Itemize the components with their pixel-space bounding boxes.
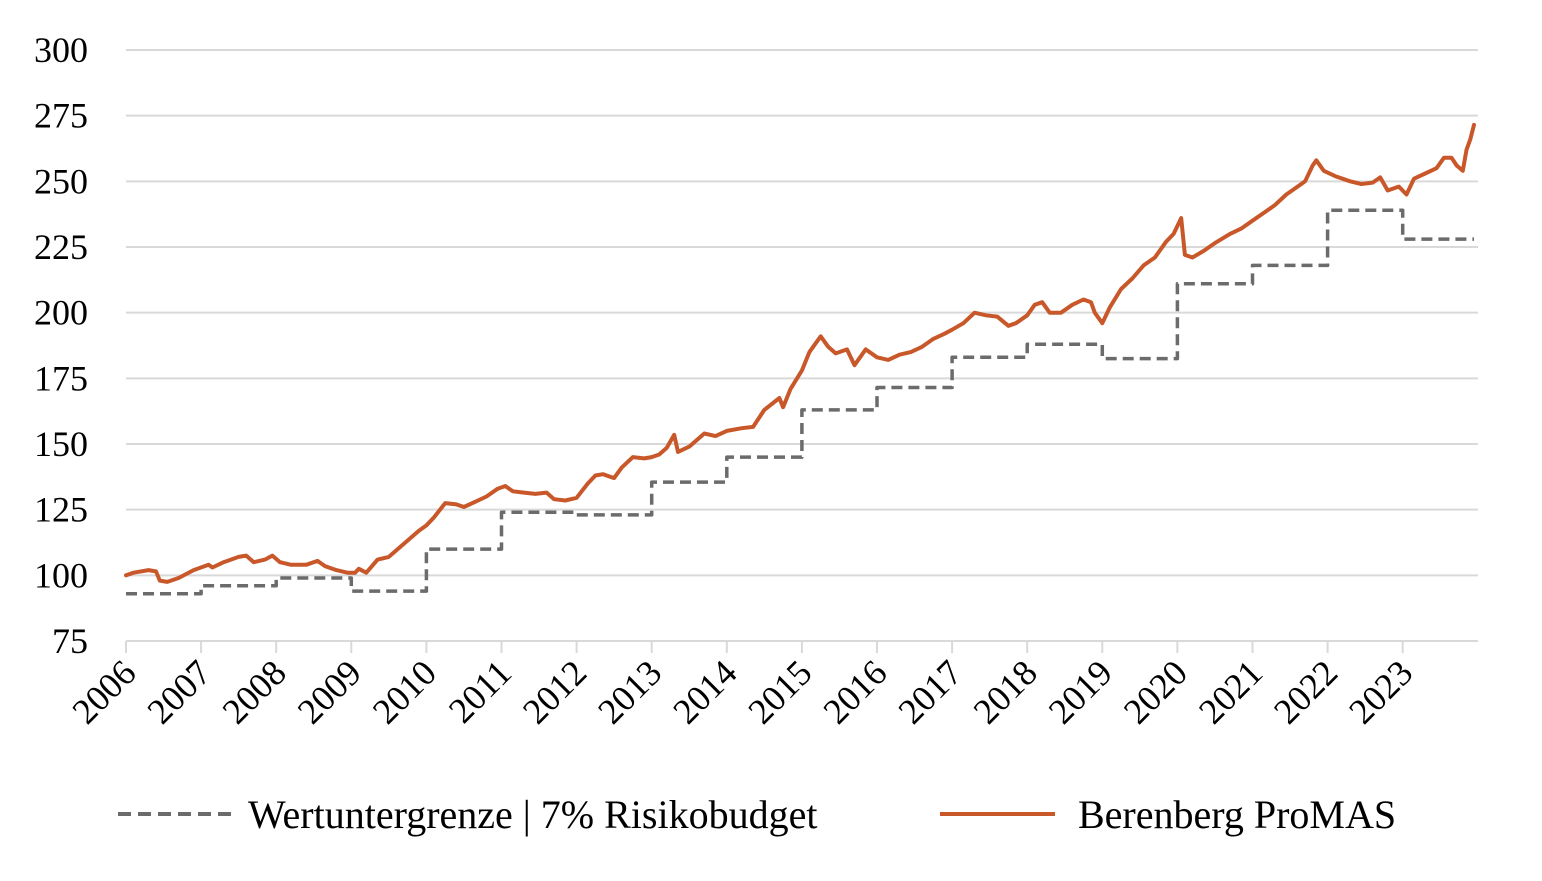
y-tick-label-125: 125	[34, 490, 88, 530]
gridlines	[126, 49, 1478, 577]
x-tick-label-2022: 2022	[1266, 652, 1345, 731]
x-tick-label-2012: 2012	[515, 652, 594, 731]
y-tick-label-100: 100	[34, 555, 88, 595]
x-tick-label-2007: 2007	[140, 652, 219, 731]
x-axis	[125, 640, 1478, 653]
series-layer	[124, 122, 1476, 596]
x-tick-label-2008: 2008	[215, 652, 294, 731]
legend: Wertuntergrenze | 7% Risikobudget Berenb…	[118, 792, 1396, 837]
x-tick-label-2019: 2019	[1041, 652, 1120, 731]
x-tick-label-2016: 2016	[815, 652, 894, 731]
y-tick-label-175: 175	[34, 358, 88, 398]
x-tick-label-2020: 2020	[1116, 652, 1195, 731]
y-tick-label-300: 300	[34, 30, 88, 70]
series-line-wertuntergrenze	[126, 208, 1474, 596]
x-tick-label-2014: 2014	[665, 652, 744, 731]
x-tick-label-2013: 2013	[590, 652, 669, 731]
y-tick-label-225: 225	[34, 227, 88, 267]
x-tick-label-2015: 2015	[740, 652, 819, 731]
x-tick-label-2023: 2023	[1341, 652, 1420, 731]
legend-label-wertuntergrenze: Wertuntergrenze | 7% Risikobudget	[248, 792, 817, 837]
x-tick-label-2018: 2018	[966, 652, 1045, 731]
y-tick-label-75: 75	[52, 621, 88, 661]
y-tick-label-275: 275	[34, 96, 88, 136]
series-line-berenberg-promas	[124, 122, 1476, 584]
x-tick-label-2021: 2021	[1191, 652, 1270, 731]
x-tick-label-2011: 2011	[441, 652, 519, 730]
x-axis-tick-labels: 2006200720082009201020112012201320142015…	[64, 652, 1420, 731]
y-axis-tick-labels: 75 100 125 150 175 200 225 250 275 300	[34, 30, 88, 661]
y-tick-label-150: 150	[34, 424, 88, 464]
x-tick-label-2010: 2010	[365, 652, 444, 731]
x-tick-label-2017: 2017	[891, 652, 970, 731]
x-tick-label-2009: 2009	[290, 652, 369, 731]
y-tick-label-250: 250	[34, 161, 88, 201]
y-tick-label-200: 200	[34, 293, 88, 333]
legend-label-promas: Berenberg ProMAS	[1078, 792, 1396, 837]
x-tick-label-2006: 2006	[64, 652, 143, 731]
